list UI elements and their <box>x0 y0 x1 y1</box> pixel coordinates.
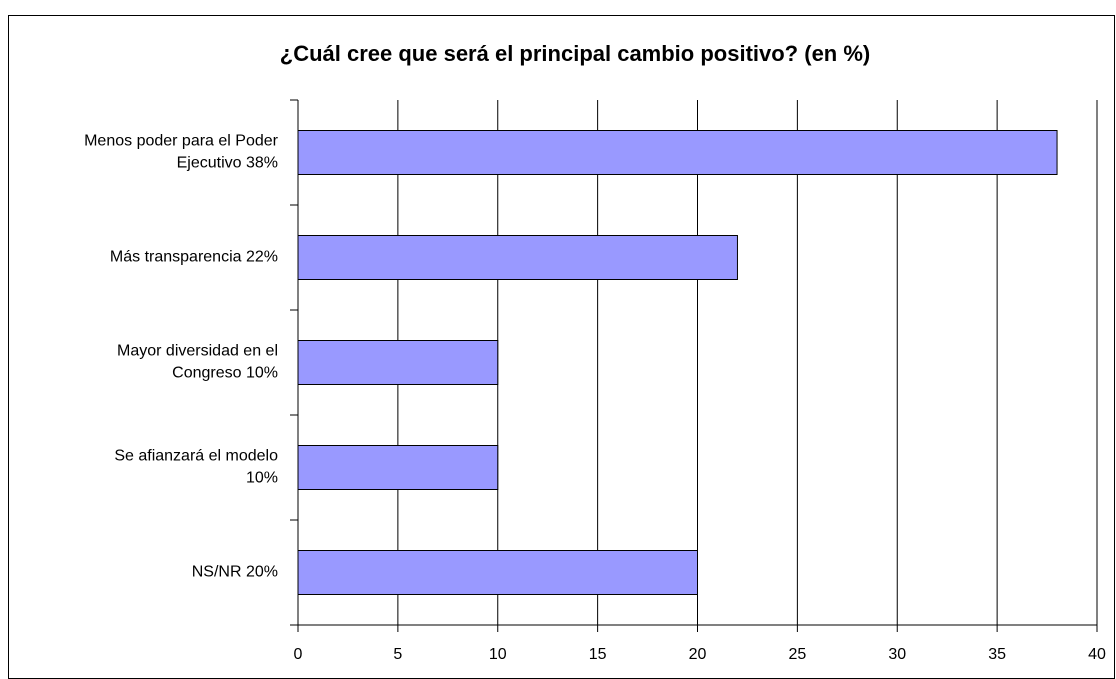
bar <box>297 130 1058 175</box>
y-tick-label: 10% <box>246 470 278 487</box>
x-tick-label: 5 <box>393 646 402 663</box>
x-tick-label: 35 <box>988 646 1006 663</box>
chart-title: ¿Cuál cree que será el principal cambio … <box>280 41 871 66</box>
x-tick-label: 10 <box>489 646 507 663</box>
y-tick-label: Menos poder para el Poder <box>84 133 279 150</box>
y-tick-label: Más transparencia 22% <box>110 249 278 266</box>
y-tick-label: Congreso 10% <box>172 365 278 382</box>
y-tick-label: NS/NR 20% <box>192 564 278 581</box>
y-tick-label: Ejecutivo 38% <box>177 155 278 172</box>
x-tick-label: 15 <box>589 646 607 663</box>
bar <box>297 235 738 280</box>
x-tick-label: 20 <box>689 646 707 663</box>
x-tick-label: 30 <box>888 646 906 663</box>
x-tick-label: 25 <box>788 646 806 663</box>
y-tick-label: Mayor diversidad en el <box>117 343 278 360</box>
bar <box>297 550 698 595</box>
x-tick-label: 0 <box>294 646 303 663</box>
x-tick-label: 40 <box>1088 646 1106 663</box>
y-tick-label: Se afianzará el modelo <box>114 448 278 465</box>
bar <box>297 340 499 385</box>
bar <box>297 445 499 490</box>
